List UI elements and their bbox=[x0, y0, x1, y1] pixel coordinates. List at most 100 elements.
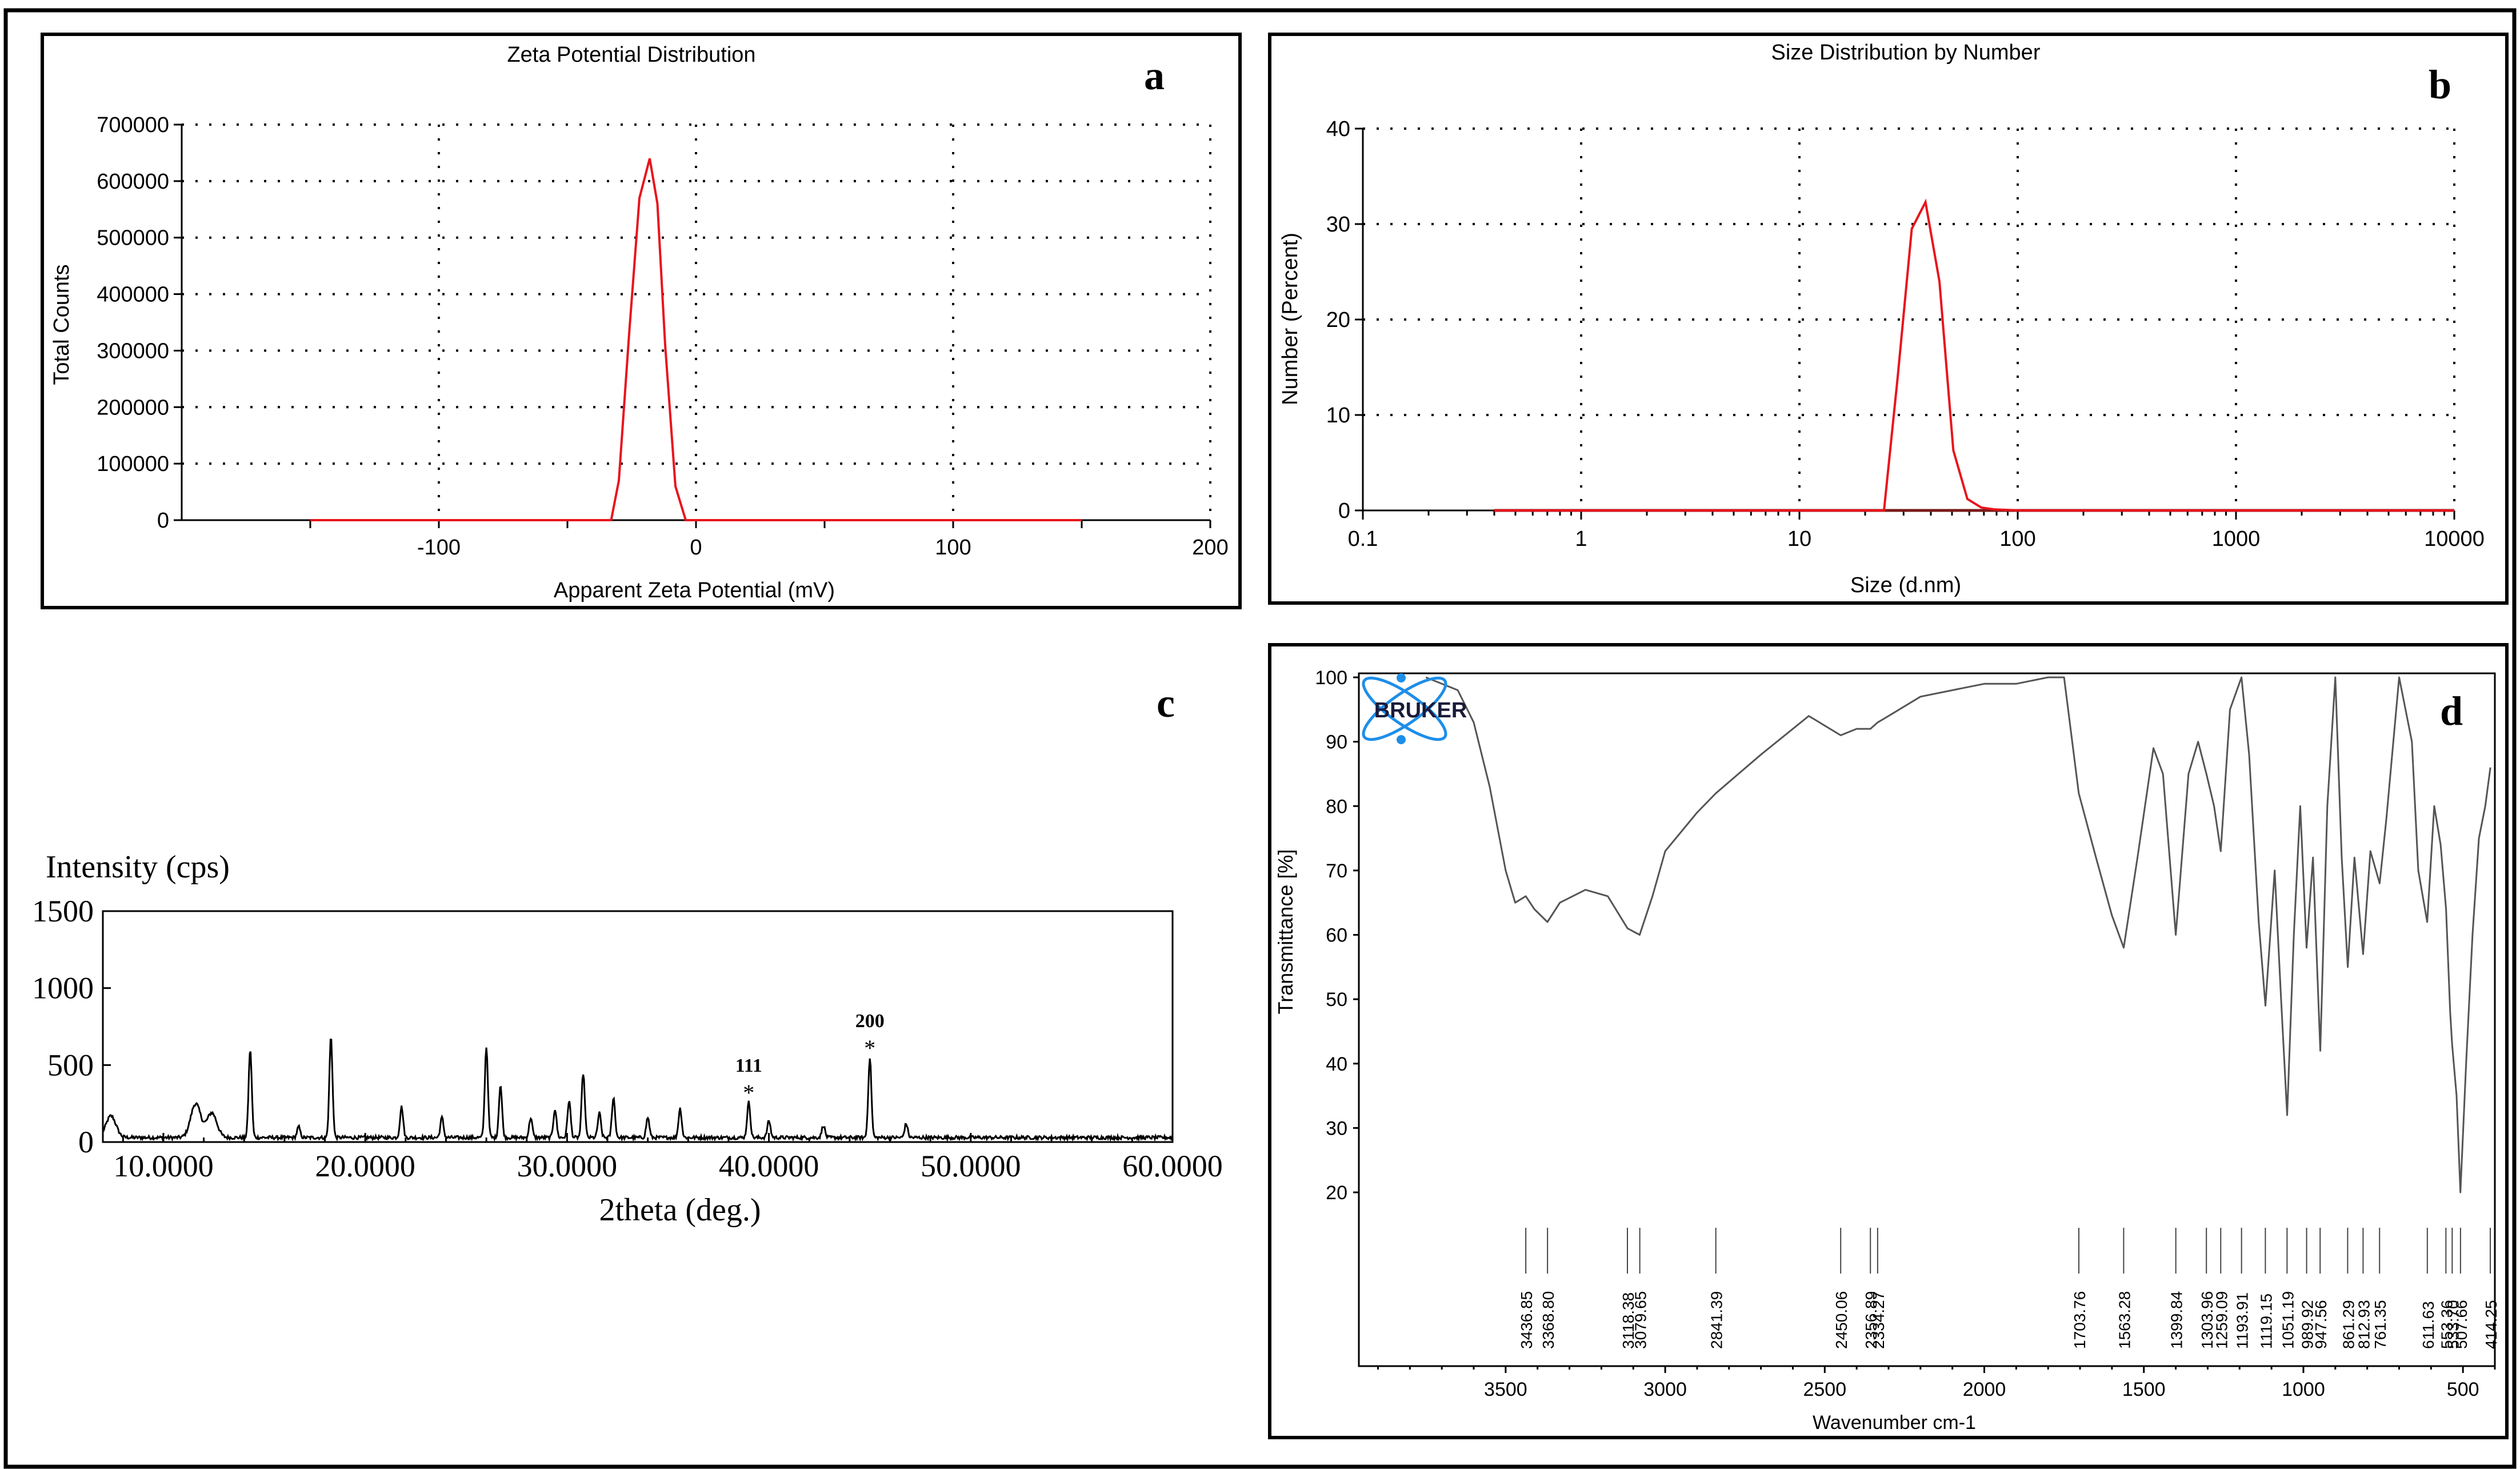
bruker-dot-2 bbox=[1397, 735, 1406, 744]
zeta-series-line bbox=[310, 158, 1082, 521]
y-tick-label: 0 bbox=[1338, 499, 1350, 523]
panel-d-frame bbox=[1268, 643, 2509, 1439]
x-tick-label: 10000 bbox=[2424, 527, 2485, 551]
x-tick-label: 2000 bbox=[1963, 1379, 2006, 1400]
panel-b-title: Size Distribution by Number bbox=[1771, 41, 2041, 65]
panel-d-ylabel: Transmittance [%] bbox=[1274, 849, 1297, 1015]
peak-label: 611.63 bbox=[2419, 1301, 2437, 1349]
peak-label: 2334.27 bbox=[1870, 1291, 1887, 1349]
panel-a-frame bbox=[41, 33, 1242, 609]
y-tick-label: 600000 bbox=[97, 170, 169, 194]
panel-a-plot: 0 100000 200000 300000 400000 500000 600000 700… bbox=[97, 113, 1229, 560]
y-tick-label: 20 bbox=[1326, 1182, 1347, 1204]
panel-d-xlabel: Wavenumber cm-1 bbox=[1813, 1412, 1976, 1434]
x-tick-label: 1000 bbox=[2212, 527, 2261, 551]
y-tick-label: 30 bbox=[1326, 213, 1350, 237]
panel-c-letter: c bbox=[1157, 680, 1175, 726]
panel-b-letter: b bbox=[2429, 62, 2451, 107]
y-tick-label: 40 bbox=[1326, 117, 1350, 141]
peak-marker: * bbox=[864, 1035, 875, 1061]
y-tick-label: 200000 bbox=[97, 396, 169, 420]
panel-b-ylabel: Number (Percent) bbox=[1278, 233, 1302, 405]
x-tick-label: 10 bbox=[1787, 527, 1811, 551]
peak-annotation-111: 111 bbox=[735, 1055, 762, 1076]
panel-c-ylabel: Intensity (cps) bbox=[46, 849, 230, 885]
peak-label: 2841.39 bbox=[1708, 1291, 1726, 1349]
x-tick-label: 3000 bbox=[1643, 1379, 1687, 1400]
panel-a-letter: a bbox=[1144, 53, 1165, 98]
y-tick-label: 700000 bbox=[97, 113, 169, 137]
x-tick-label: 100 bbox=[935, 536, 971, 560]
peak-label: 989.92 bbox=[2299, 1300, 2317, 1349]
x-tick-label: 40.0000 bbox=[719, 1149, 819, 1183]
bruker-logo: BRUKER bbox=[1362, 673, 1467, 744]
peak-label: 3436.85 bbox=[1518, 1291, 1535, 1349]
peak-label: 812.93 bbox=[2355, 1300, 2373, 1349]
peak-label: 533.70 bbox=[2444, 1300, 2462, 1349]
y-tick-label: 100 bbox=[1315, 667, 1347, 689]
x-tick-label: -100 bbox=[417, 536, 461, 560]
y-tick-label: 90 bbox=[1326, 732, 1347, 753]
panel-a: Zeta Potential Distribution a Apparent Z… bbox=[41, 33, 1242, 609]
outer-border bbox=[3, 8, 2517, 1469]
x-tick-label: 3500 bbox=[1484, 1379, 1527, 1400]
peak-label: 414.25 bbox=[2482, 1300, 2500, 1349]
panel-a-ylabel: Total Counts bbox=[50, 264, 74, 385]
bruker-dot-1 bbox=[1397, 673, 1406, 682]
peak-label: 1703.76 bbox=[2071, 1291, 2089, 1349]
peak-label: 1193.91 bbox=[2234, 1292, 2251, 1349]
y-tick-label: 500000 bbox=[97, 226, 169, 250]
panel-d: d Wavenumber cm-1 Transmittance [%] 20 30… bbox=[1268, 643, 2509, 1439]
panel-a-xlabel: Apparent Zeta Potential (mV) bbox=[554, 578, 835, 602]
y-tick-label: 0 bbox=[157, 509, 169, 533]
x-tick-label: 200 bbox=[1192, 536, 1228, 560]
y-tick-label: 10 bbox=[1326, 404, 1350, 428]
panel-c-xlabel: 2theta (deg.) bbox=[599, 1192, 761, 1228]
peak-annotation-200: 200 bbox=[855, 1011, 885, 1032]
peak-label: 1051.19 bbox=[2279, 1291, 2297, 1349]
panel-b-xlabel: Size (d.nm) bbox=[1850, 573, 1961, 597]
y-tick-label: 400000 bbox=[97, 283, 169, 307]
panel-d-plot: 20 30 40 50 60 70 80 90 100 3500 3000 2500 2000 1500 1… bbox=[1315, 667, 2500, 1400]
panel-a-title: Zeta Potential Distribution bbox=[507, 43, 755, 67]
x-tick-label: 30.0000 bbox=[517, 1149, 618, 1183]
xrd-series-line bbox=[102, 1039, 1174, 1143]
panel-b: Size Distribution by Number b Size (d.nm… bbox=[1268, 33, 2509, 605]
panel-c-plot: 0 500 1000 1500 10.0000 20.0000 30.0000 40.0000… bbox=[32, 894, 1223, 1183]
peak-label: 553.36 bbox=[2438, 1300, 2455, 1349]
peak-label: 1563.28 bbox=[2115, 1291, 2133, 1349]
y-tick-label: 1500 bbox=[32, 894, 94, 928]
peak-marker: * bbox=[743, 1080, 754, 1105]
peak-label: 2450.06 bbox=[1833, 1291, 1850, 1349]
peak-label: 947.56 bbox=[2312, 1300, 2330, 1349]
y-tick-label: 30 bbox=[1326, 1117, 1347, 1139]
panel-b-frame bbox=[1268, 33, 2509, 605]
x-tick-label: 10.0000 bbox=[113, 1149, 214, 1183]
peak-label: 3118.38 bbox=[1619, 1292, 1637, 1349]
y-tick-label: 60 bbox=[1326, 925, 1347, 947]
ftir-series-line bbox=[1425, 676, 2491, 1193]
peak-label: 3368.80 bbox=[1539, 1291, 1557, 1349]
peak-label: 2356.89 bbox=[1862, 1291, 1880, 1349]
y-tick-label: 50 bbox=[1326, 989, 1347, 1011]
y-tick-label: 0 bbox=[78, 1125, 94, 1159]
y-tick-label: 100000 bbox=[97, 452, 169, 476]
x-tick-label: 1500 bbox=[2122, 1379, 2166, 1400]
xrd-plot-frame bbox=[102, 910, 1174, 1143]
panel-d-letter: d bbox=[2440, 688, 2463, 734]
y-tick-label: 70 bbox=[1326, 860, 1347, 882]
peak-label: 761.35 bbox=[2371, 1300, 2389, 1349]
x-tick-label: 500 bbox=[2447, 1379, 2479, 1400]
y-tick-label: 500 bbox=[47, 1048, 94, 1082]
x-tick-label: 100 bbox=[1999, 527, 2035, 551]
x-tick-label: 1000 bbox=[2282, 1379, 2325, 1400]
peak-label: 861.29 bbox=[2339, 1300, 2357, 1349]
x-tick-label: 20.0000 bbox=[315, 1149, 415, 1183]
peak-label: 1259.09 bbox=[2213, 1291, 2230, 1349]
peak-label: 1303.96 bbox=[2198, 1291, 2216, 1349]
panel-b-plot: 0 10 20 30 40 0.1 1 10 100 1000 10000 bbox=[1326, 117, 2485, 551]
x-tick-label: 0.1 bbox=[1348, 527, 1378, 551]
peak-label: 1119.15 bbox=[2257, 1294, 2275, 1349]
y-tick-label: 80 bbox=[1326, 796, 1347, 817]
